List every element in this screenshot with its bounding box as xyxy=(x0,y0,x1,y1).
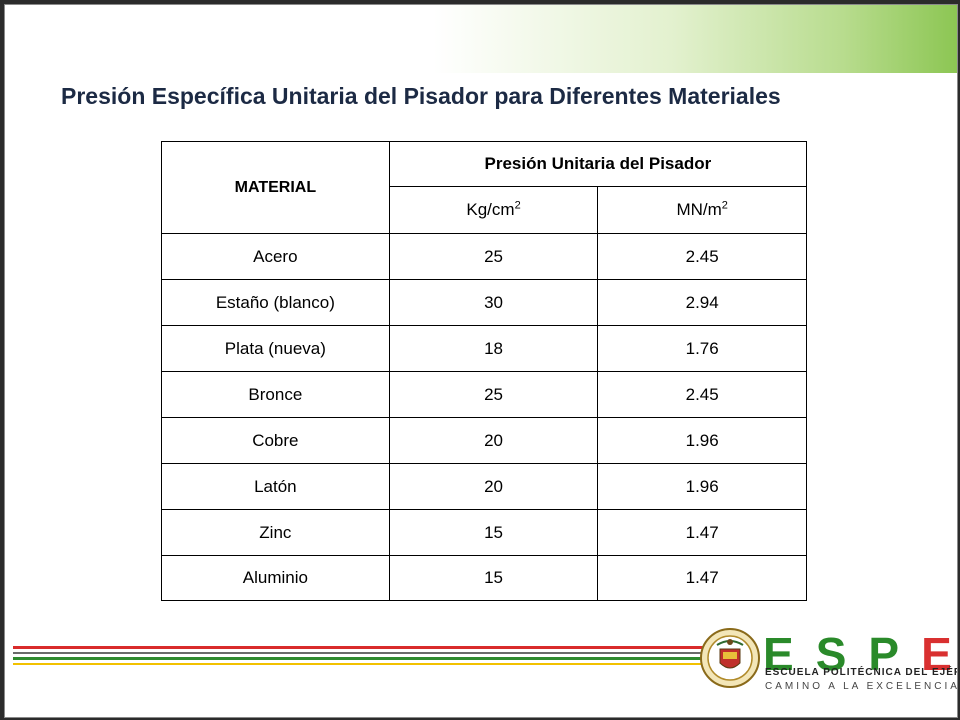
table-units-row: Kg/cm2 MN/m2 xyxy=(162,186,807,234)
cell-material: Plata (nueva) xyxy=(161,325,390,372)
table-row: Latón 20 1.96 xyxy=(161,463,807,510)
footer-stripe-gray xyxy=(13,652,713,654)
brand-motto: CAMINO A LA EXCELENCIA xyxy=(765,681,958,692)
table-header-row: MATERIAL Presión Unitaria del Pisador xyxy=(161,141,808,234)
cell-kg: 25 xyxy=(388,371,599,418)
cell-mn: 1.47 xyxy=(597,509,807,556)
table-row: Plata (nueva) 18 1.76 xyxy=(161,325,807,372)
cell-material: Latón xyxy=(161,463,390,510)
cell-kg: 15 xyxy=(388,509,599,556)
cell-material: Aluminio xyxy=(161,555,390,601)
cell-mn: 1.47 xyxy=(597,555,807,601)
brand-institution-name: ESCUELA POLITÉCNICA DEL EJÉRCITO xyxy=(765,667,957,678)
header-gradient-band xyxy=(5,5,957,73)
footer-stripe-yellow xyxy=(13,663,713,665)
cell-material: Bronce xyxy=(161,371,390,418)
cell-kg: 15 xyxy=(388,555,599,601)
crest-icon xyxy=(700,628,760,688)
header-unit-kgcm2: Kg/cm2 xyxy=(388,186,599,234)
cell-mn: 1.76 xyxy=(597,325,807,372)
table-row: Cobre 20 1.96 xyxy=(161,417,807,464)
cell-kg: 20 xyxy=(388,417,599,464)
slide-title: Presión Específica Unitaria del Pisador … xyxy=(61,83,781,109)
cell-mn: 2.94 xyxy=(597,279,807,326)
footer-stripe-green xyxy=(13,657,713,660)
cell-material: Cobre xyxy=(161,417,390,464)
cell-material: Acero xyxy=(161,233,390,280)
cell-kg: 30 xyxy=(388,279,599,326)
cell-mn: 1.96 xyxy=(597,417,807,464)
table-row: Acero 25 2.45 xyxy=(161,233,807,280)
footer-stripe-red xyxy=(13,646,713,649)
cell-material: Estaño (blanco) xyxy=(161,279,390,326)
cell-kg: 25 xyxy=(388,233,599,280)
header-material: MATERIAL xyxy=(161,141,390,234)
slide: Presión Específica Unitaria del Pisador … xyxy=(4,4,958,718)
pressure-table: MATERIAL Presión Unitaria del Pisador Kg… xyxy=(161,141,808,601)
cell-kg: 20 xyxy=(388,463,599,510)
header-unit-mnm2: MN/m2 xyxy=(597,186,807,234)
cell-mn: 2.45 xyxy=(597,371,807,418)
cell-material: Zinc xyxy=(161,509,390,556)
cell-mn: 2.45 xyxy=(597,233,807,280)
table-row: Bronce 25 2.45 xyxy=(161,371,807,418)
table-row: Zinc 15 1.47 xyxy=(161,509,807,556)
header-pressure-group: Presión Unitaria del Pisador xyxy=(388,141,808,187)
table-row: Aluminio 15 1.47 xyxy=(161,555,807,601)
cell-kg: 18 xyxy=(388,325,599,372)
cell-mn: 1.96 xyxy=(597,463,807,510)
table-row: Estaño (blanco) 30 2.94 xyxy=(161,279,807,326)
